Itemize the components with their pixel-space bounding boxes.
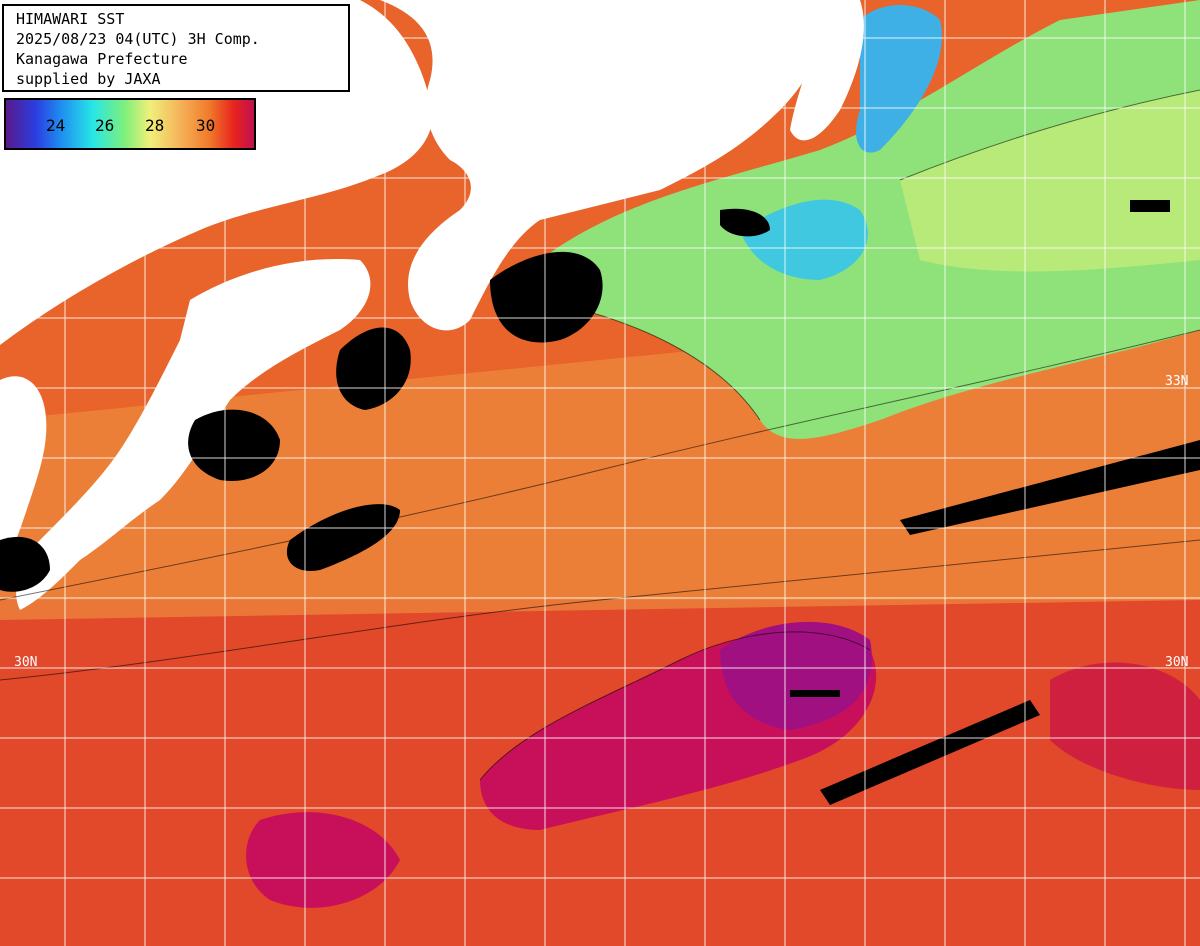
temperature-color-scale: 24 26 28 30 [4, 98, 256, 150]
cloud-5 [0, 536, 50, 592]
cloud-1 [490, 251, 603, 343]
isotherm-contours [0, 89, 1200, 781]
cloud-2 [336, 327, 411, 410]
land-kyushu [0, 376, 47, 570]
cold-region-ne [856, 5, 942, 153]
cloud-3 [188, 409, 280, 481]
data-credit: supplied by JAXA [16, 70, 161, 88]
region-name: Kanagawa Prefecture [16, 50, 188, 68]
cool-region-2 [900, 90, 1200, 272]
observation-datetime: 2025/08/23 04(UTC) 3H Comp. [16, 30, 260, 48]
hot-region-3 [246, 812, 400, 908]
cloud-streak-1 [900, 440, 1200, 535]
cloud-8 [790, 690, 840, 697]
latitude-label-30n-right: 30N [1165, 655, 1189, 670]
latitude-label-33n: 33N [1165, 374, 1189, 389]
cloud-4 [286, 504, 400, 571]
scale-tick-28: 28 [145, 116, 165, 135]
scale-tick-26: 26 [95, 116, 115, 135]
latitude-label-30n-left: 30N [14, 655, 38, 670]
cold-region [740, 199, 868, 280]
cloud-streak-2 [820, 700, 1040, 805]
land-izu [790, 0, 864, 141]
scale-tick-30: 30 [196, 116, 216, 135]
hot-region-2 [720, 621, 872, 730]
cloud-7 [1130, 200, 1170, 212]
scale-tick-24: 24 [46, 116, 66, 135]
cloud-6 [720, 208, 770, 237]
hot-region-4 [1050, 662, 1200, 790]
product-title: HIMAWARI SST [16, 10, 125, 28]
map-info-box: HIMAWARI SST 2025/08/23 04(UTC) 3H Comp.… [2, 4, 350, 92]
